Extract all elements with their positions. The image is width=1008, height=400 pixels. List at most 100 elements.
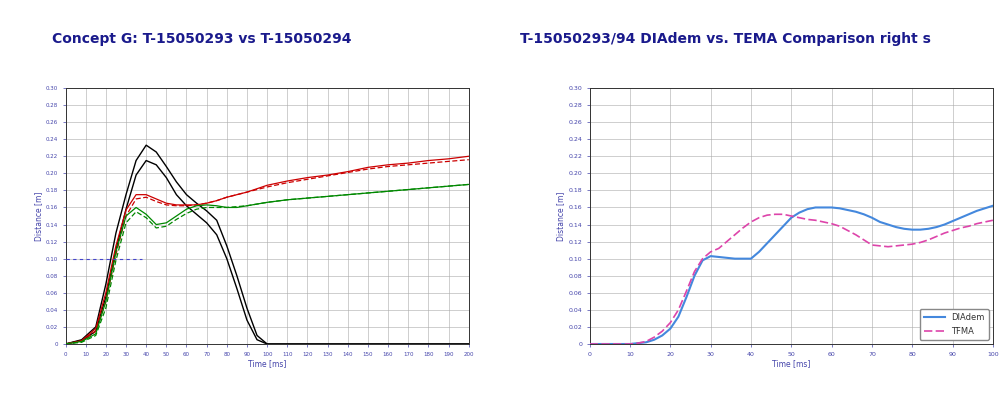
DIAdem [769,232,781,237]
DIAdem [753,250,765,254]
DIAdem [624,342,636,346]
TFMA [680,289,692,294]
DIAdem [785,215,797,220]
DIAdem [850,209,862,214]
TFMA [713,246,725,251]
Legend: DIAdem, TFMA: DIAdem, TFMA [919,309,989,340]
Line: DIAdem: DIAdem [590,206,993,344]
TFMA [930,234,942,239]
DIAdem [947,219,959,224]
TFMA [882,244,894,249]
DIAdem [688,273,701,278]
TFMA [640,339,652,344]
TFMA [890,244,902,248]
TFMA [624,342,636,346]
TFMA [648,335,660,340]
DIAdem [987,203,999,208]
TFMA [914,240,926,245]
TFMA [697,256,709,261]
TFMA [898,243,910,248]
TFMA [809,218,822,223]
TFMA [769,212,781,217]
DIAdem [721,256,733,260]
DIAdem [858,212,870,217]
TFMA [584,342,596,346]
DIAdem [680,295,692,300]
DIAdem [955,215,967,220]
DIAdem [882,222,894,227]
Y-axis label: Distance [m]: Distance [m] [556,191,565,241]
TFMA [777,212,789,217]
TFMA [979,220,991,224]
DIAdem [898,226,910,231]
DIAdem [874,220,886,224]
DIAdem [777,224,789,229]
DIAdem [842,208,854,212]
TFMA [632,341,644,346]
TFMA [866,243,878,248]
TFMA [834,224,846,229]
TFMA [664,320,676,325]
DIAdem [866,215,878,220]
TFMA [947,228,959,233]
X-axis label: Time [ms]: Time [ms] [248,360,286,368]
DIAdem [914,227,926,232]
TFMA [938,231,951,236]
DIAdem [930,225,942,230]
DIAdem [834,206,846,211]
DIAdem [906,227,918,232]
DIAdem [890,225,902,230]
DIAdem [922,226,934,231]
DIAdem [656,333,668,338]
Text: T-15050293/94 DIAdem vs. TEMA Comparison right s: T-15050293/94 DIAdem vs. TEMA Comparison… [520,32,931,46]
Y-axis label: Distance [m]: Distance [m] [34,191,43,241]
TFMA [850,232,862,237]
TFMA [793,215,805,220]
TFMA [656,329,668,334]
DIAdem [737,256,749,261]
TFMA [688,269,701,274]
DIAdem [793,210,805,215]
TFMA [737,226,749,230]
TFMA [729,232,741,237]
DIAdem [817,205,830,210]
DIAdem [640,340,652,345]
TFMA [922,238,934,242]
TFMA [604,342,616,346]
DIAdem [664,326,676,331]
TFMA [745,220,757,224]
DIAdem [826,205,838,210]
TFMA [826,221,838,226]
DIAdem [604,342,616,346]
TFMA [721,239,733,244]
DIAdem [971,208,983,213]
DIAdem [963,212,975,217]
TFMA [987,218,999,223]
DIAdem [938,222,951,227]
TFMA [801,217,813,222]
DIAdem [713,254,725,259]
DIAdem [809,205,822,210]
DIAdem [729,256,741,261]
DIAdem [697,258,709,263]
TFMA [753,215,765,220]
TFMA [842,228,854,233]
DIAdem [761,241,773,246]
Text: Concept G: T-15050293 vs T-15050294: Concept G: T-15050293 vs T-15050294 [51,32,352,46]
DIAdem [705,254,717,258]
TFMA [817,220,830,224]
DIAdem [584,342,596,346]
X-axis label: Time [ms]: Time [ms] [772,360,810,368]
TFMA [971,221,983,226]
TFMA [955,226,967,230]
DIAdem [632,341,644,346]
DIAdem [648,337,660,342]
TFMA [761,213,773,218]
DIAdem [801,207,813,212]
TFMA [705,250,717,254]
TFMA [906,242,918,246]
TFMA [874,244,886,248]
TFMA [963,224,975,229]
TFMA [785,214,797,218]
Line: TFMA: TFMA [590,214,993,344]
